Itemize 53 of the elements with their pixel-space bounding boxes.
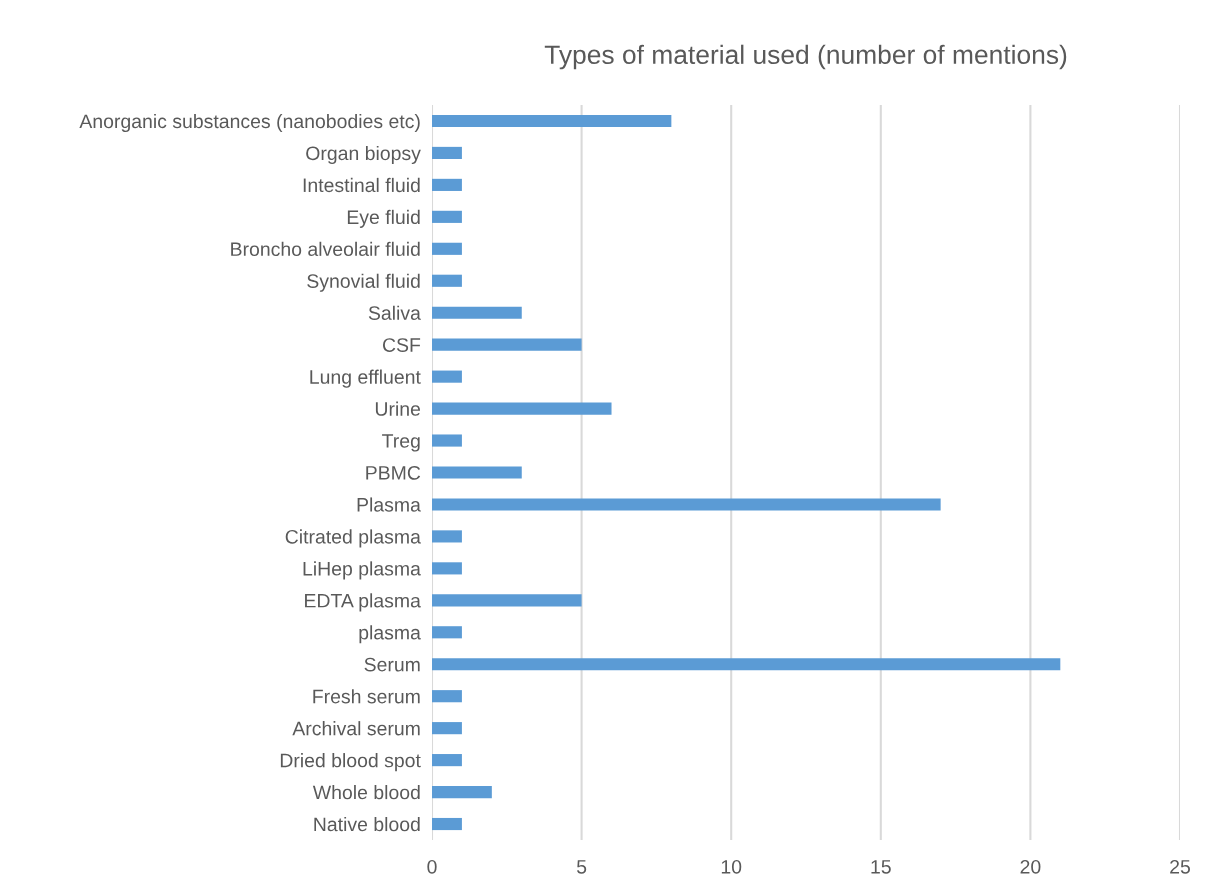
x-tick-label: 0 [427, 859, 437, 874]
bar [432, 370, 462, 383]
x-tick-label: 10 [721, 859, 742, 874]
bar [432, 274, 462, 287]
chart-title: Types of material used (number of mentions) [544, 44, 1067, 70]
y-tick-label: Whole blood [312, 785, 420, 800]
bar [432, 785, 492, 799]
bar [432, 178, 462, 191]
y-tick-label: plasma [359, 625, 421, 644]
bar [432, 402, 612, 415]
y-tick-label: Serum [364, 657, 420, 672]
bar [432, 146, 462, 160]
bar [432, 658, 1061, 671]
y-tick-label: Fresh serum [313, 689, 420, 704]
bar [432, 242, 462, 255]
bar [432, 562, 462, 575]
bar [432, 530, 462, 543]
y-tick-label: Plasma [357, 497, 421, 512]
bar [432, 754, 462, 767]
y-tick-label: CSF [382, 338, 421, 352]
bar [432, 722, 462, 735]
y-tick-label: Dried blood spot [280, 753, 421, 772]
bar [432, 210, 462, 223]
y-tick-label: Citrated plasma [285, 529, 421, 548]
y-tick-label: Archival serum [292, 721, 420, 736]
bar [432, 498, 941, 511]
x-tick-label: 25 [1170, 859, 1190, 874]
y-tick-label: Urine [375, 401, 421, 416]
y-tick-label: Treg [382, 434, 420, 452]
bar [432, 594, 582, 607]
y-tick-label: EDTA plasma [305, 593, 421, 612]
y-tick-label: LiHep plasma [303, 561, 421, 580]
y-tick-label: Eye fluid [347, 209, 420, 228]
bar [432, 434, 462, 447]
y-tick-label: Native blood [314, 816, 420, 832]
x-tick-label: 20 [1020, 859, 1041, 874]
x-tick-label: 15 [871, 860, 891, 874]
bar [432, 466, 522, 479]
y-tick-label: Intestinal fluid [303, 177, 420, 193]
y-tick-label: Broncho alveolair fluid [231, 241, 420, 257]
y-tick-label: Organ biopsy [306, 145, 421, 165]
bar [432, 306, 522, 319]
bar [432, 690, 462, 703]
bar [432, 114, 672, 128]
x-tick-label: 5 [576, 860, 587, 874]
bar [432, 817, 462, 831]
y-tick-label: Lung effluent [310, 369, 421, 388]
y-tick-label: Synovial fluid [307, 273, 420, 292]
y-tick-label: Saliva [368, 305, 421, 320]
y-tick-label: PBMC [366, 465, 421, 480]
y-tick-label: Anorganic substances (nanobodies etc) [79, 113, 420, 133]
bar [432, 338, 582, 351]
bar [432, 626, 462, 639]
